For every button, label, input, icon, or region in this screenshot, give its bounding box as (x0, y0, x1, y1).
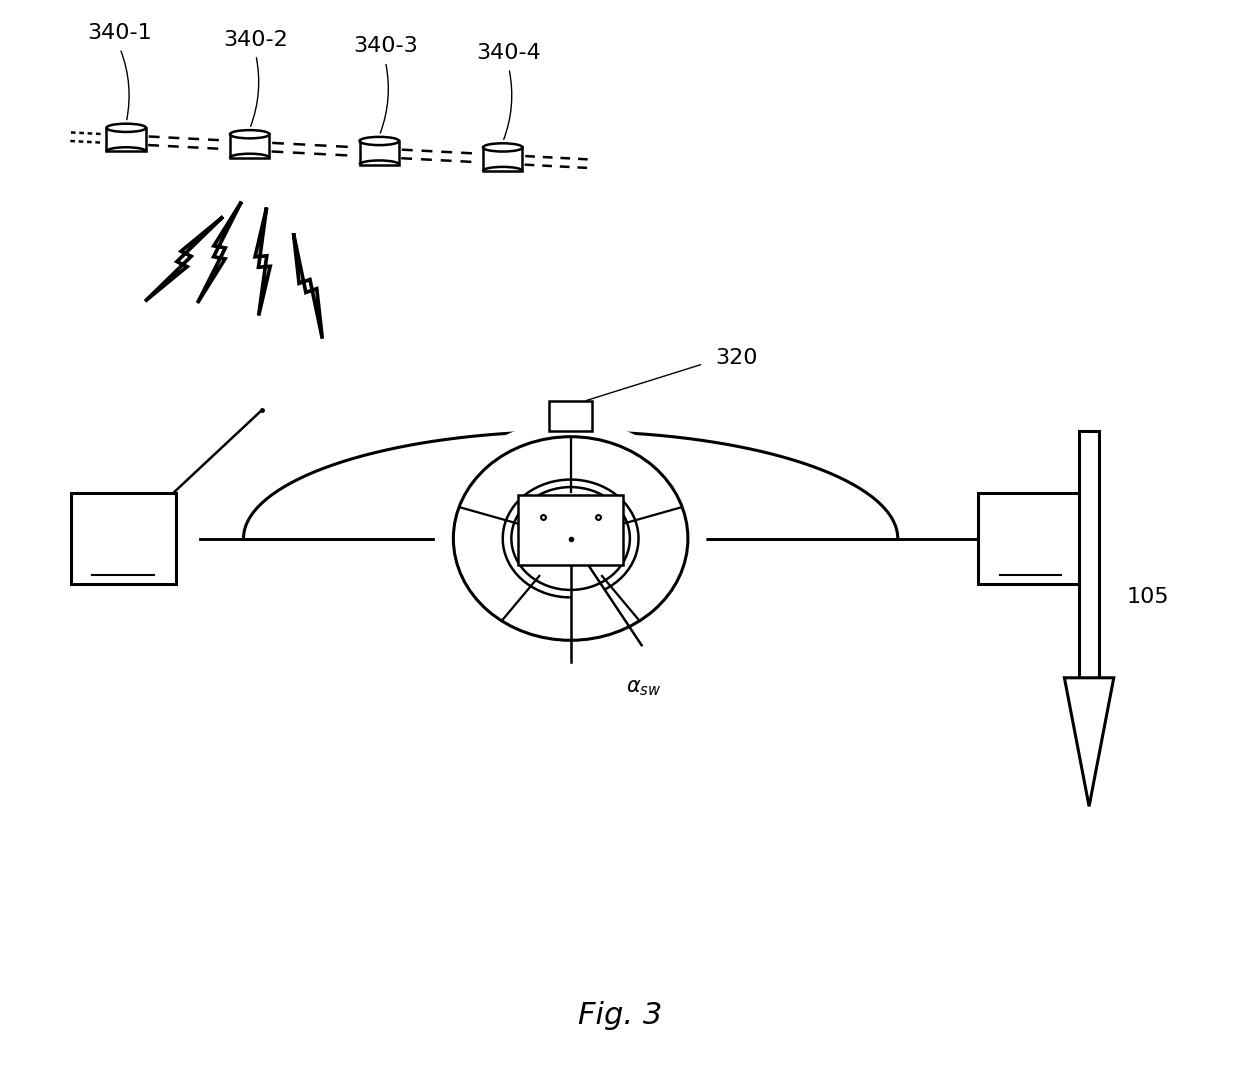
Text: 320: 320 (715, 349, 758, 368)
Ellipse shape (360, 137, 399, 145)
Text: 310: 310 (1009, 540, 1052, 559)
Polygon shape (360, 141, 399, 165)
FancyBboxPatch shape (978, 493, 1083, 584)
Text: 340-4: 340-4 (476, 43, 542, 62)
Polygon shape (229, 135, 269, 158)
FancyBboxPatch shape (71, 493, 176, 584)
Text: 340-3: 340-3 (353, 37, 418, 56)
FancyBboxPatch shape (518, 495, 622, 564)
Text: Fig. 3: Fig. 3 (578, 1001, 662, 1030)
Text: 330: 330 (102, 540, 144, 559)
Text: 105: 105 (1126, 587, 1169, 607)
Polygon shape (482, 148, 522, 171)
Text: $\alpha_{sw}$: $\alpha_{sw}$ (626, 677, 661, 698)
Text: 340-1: 340-1 (88, 24, 153, 43)
Ellipse shape (107, 124, 146, 132)
Polygon shape (1064, 677, 1114, 807)
Polygon shape (107, 128, 146, 152)
Text: 340-2: 340-2 (223, 29, 288, 50)
Circle shape (435, 421, 707, 656)
Ellipse shape (229, 130, 269, 138)
Polygon shape (1079, 432, 1099, 677)
Ellipse shape (482, 143, 522, 152)
FancyBboxPatch shape (549, 402, 593, 432)
